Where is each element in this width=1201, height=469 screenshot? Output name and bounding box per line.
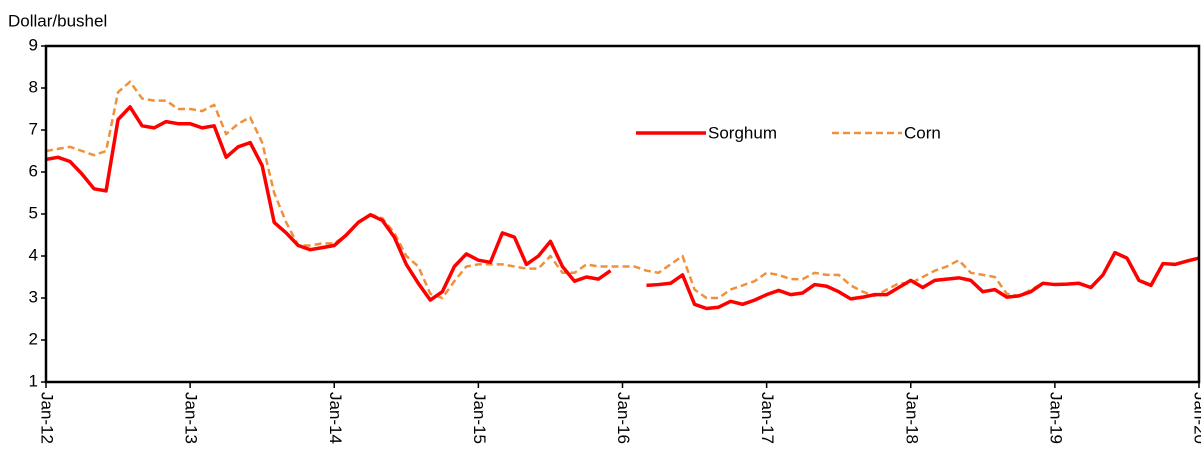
- x-tick-label: Jan-18: [902, 392, 921, 444]
- legend-label: Corn: [904, 123, 941, 142]
- x-tick-label: Jan-16: [614, 392, 633, 444]
- x-tick-label: Jan-20: [1191, 392, 1201, 444]
- y-axis-label: Dollar/bushel: [8, 11, 107, 30]
- x-tick-label: Jan-13: [182, 392, 201, 444]
- y-tick-label: 4: [29, 245, 38, 264]
- y-tick-label: 9: [29, 35, 38, 54]
- x-tick-label: Jan-15: [470, 392, 489, 444]
- x-tick-label: Jan-19: [1046, 392, 1065, 444]
- legend-label: Sorghum: [708, 123, 777, 142]
- series-line: [45, 105, 1200, 311]
- y-tick-label: 8: [29, 77, 38, 96]
- series-line: [45, 80, 1200, 300]
- y-tick-label: 6: [29, 161, 38, 180]
- y-tick-label: 1: [29, 371, 38, 390]
- y-tick-label: 2: [29, 329, 38, 348]
- x-tick-label: Jan-12: [38, 392, 57, 444]
- plot-frame: [44, 44, 1201, 384]
- y-tick-label: 3: [29, 287, 38, 306]
- x-tick-label: Jan-17: [758, 392, 777, 444]
- y-tick-label: 7: [29, 119, 38, 138]
- x-tick-label: Jan-14: [326, 392, 345, 444]
- y-tick-label: 5: [29, 203, 38, 222]
